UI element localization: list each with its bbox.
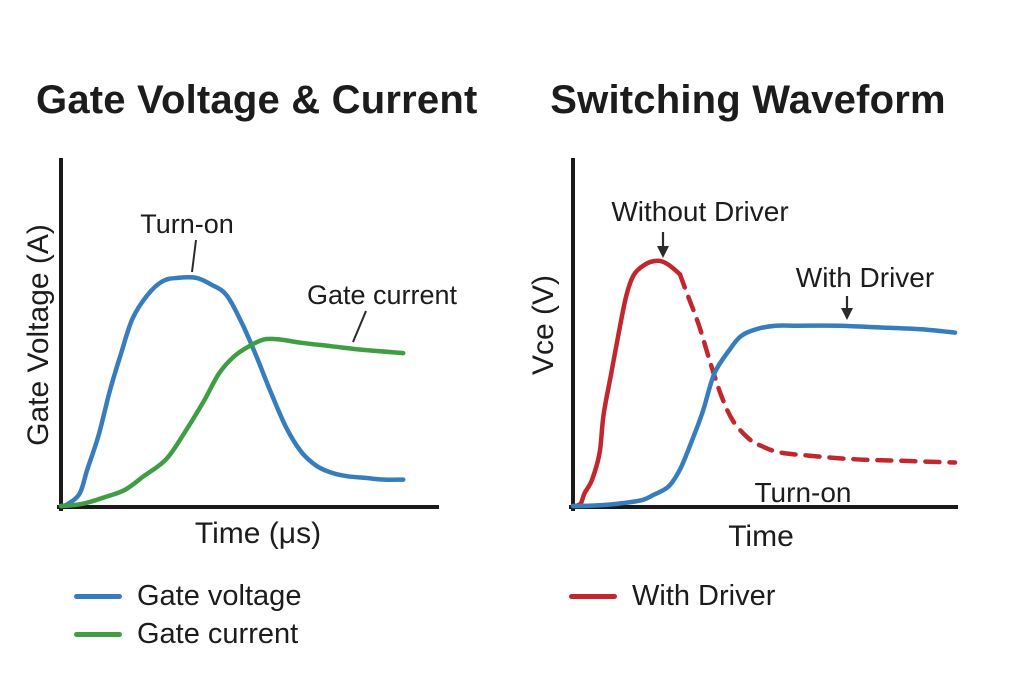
left-y-axis-label: Gate Voltage (A) (22, 224, 55, 446)
legend-item-with-driver: With Driver (569, 577, 775, 615)
right-x-axis-label: Time (728, 520, 794, 553)
with-driver-curve (570, 323, 958, 509)
gate-voltage-swatch (74, 593, 122, 599)
gate-current-annotation: Gate current (307, 280, 458, 310)
turn-on-right-annotation: Turn-on (754, 477, 851, 508)
left-legend: Gate voltage Gate current (74, 577, 301, 653)
gate-current-curve (58, 336, 406, 509)
right-y-axis-label: Vce (V) (527, 275, 560, 375)
gate-voltage-current-plot: Turn-on Gate current Time (μs) Gate Volt… (22, 158, 458, 550)
gate-voltage-curve (58, 274, 406, 509)
right-legend: With Driver (569, 577, 775, 615)
legend-item-gate-current: Gate current (74, 615, 301, 653)
with-driver-swatch (569, 593, 617, 599)
switching-waveform-plot: Without Driver With Driver Turn-on Time … (527, 158, 958, 553)
left-x-axis-label: Time (μs) (195, 517, 321, 550)
down-arrow-head (657, 246, 669, 258)
legend-label-with-driver: With Driver (632, 579, 776, 612)
down-arrow-icon (657, 232, 669, 258)
right-chart-title: Switching Waveform (550, 78, 946, 122)
gate-current-swatch (74, 631, 122, 637)
left-chart-title: Gate Voltage & Current (36, 78, 478, 122)
legend-label-gate-current: Gate current (137, 617, 299, 650)
with-driver-annotation: With Driver (796, 262, 934, 293)
without-driver-curve-dashed (677, 272, 958, 465)
down-arrow-head (841, 308, 853, 320)
turn-on-annotation: Turn-on (140, 209, 234, 239)
gate-current-pointer-line (352, 310, 367, 343)
without-driver-curve-solid (570, 258, 683, 509)
legend-item-gate-voltage: Gate voltage (74, 577, 301, 615)
down-arrow-icon (841, 296, 853, 320)
turn-on-pointer-line (191, 239, 197, 273)
without-driver-annotation: Without Driver (611, 196, 788, 227)
legend-label-gate-voltage: Gate voltage (137, 579, 302, 612)
